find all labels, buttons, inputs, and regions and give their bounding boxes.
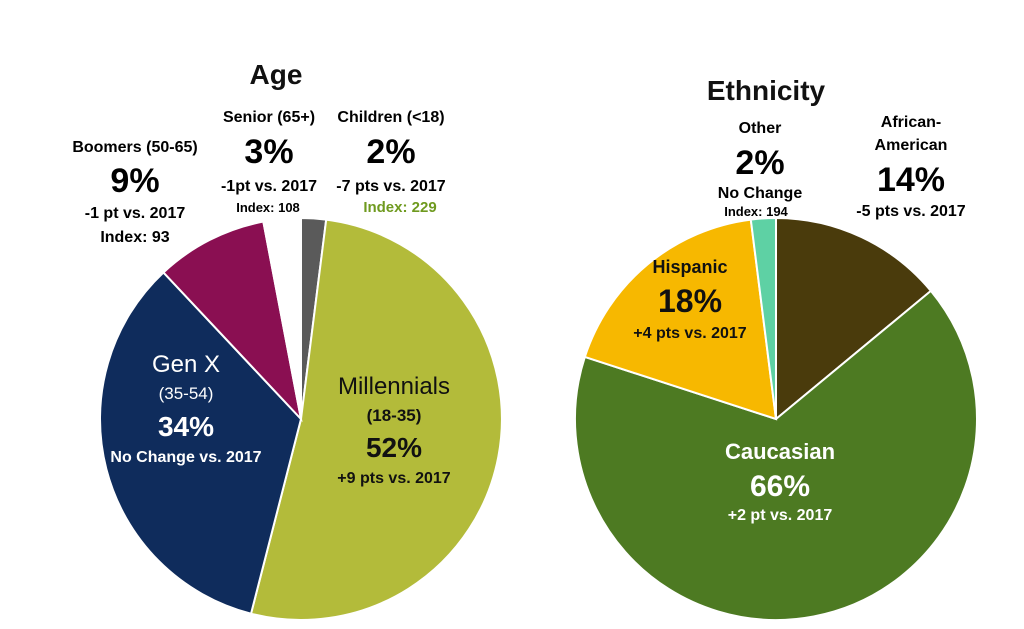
children-pct: 2% <box>366 133 415 171</box>
other-change: No Change <box>718 185 803 202</box>
ethnicity-slice-hispanic <box>583 218 778 421</box>
african-american-change: -5 pts vs. 2017 <box>856 203 966 220</box>
caucasian-change: +2 pt vs. 2017 <box>728 507 833 524</box>
age-slice-gen-x-35-54 <box>99 271 303 615</box>
african-american-pct: 14% <box>877 161 945 199</box>
age-chart-title: Age <box>250 59 303 90</box>
boomers-index: Index: 93 <box>100 229 169 246</box>
millennials-pct: 52% <box>366 432 422 463</box>
other-index: Index: 194 <box>724 204 788 219</box>
other-label: Other <box>739 120 782 137</box>
hispanic-pct: 18% <box>658 283 722 319</box>
age-slice-senior-65 <box>262 216 302 420</box>
children-label: Children (<18) <box>337 109 444 126</box>
genx-label: Gen X <box>152 351 220 378</box>
ethnicity-chart-title: Ethnicity <box>707 75 826 106</box>
hispanic-change: +4 pts vs. 2017 <box>633 325 747 342</box>
boomers-pct: 9% <box>110 162 159 200</box>
ethnicity-slice-caucasian <box>574 289 978 621</box>
ethnicity-pie <box>574 216 978 621</box>
boomers-label: Boomers (50-65) <box>72 139 197 156</box>
caucasian-pct: 66% <box>750 470 810 503</box>
children-change: -7 pts vs. 2017 <box>336 178 446 195</box>
age-pie <box>99 216 503 621</box>
senior-index: Index: 108 <box>236 200 300 215</box>
genx-change: No Change vs. 2017 <box>110 449 261 466</box>
african-american-label-line1: African- <box>881 114 941 131</box>
genx-pct: 34% <box>158 411 214 442</box>
age-slice-boomers-50-65 <box>161 220 303 423</box>
millennials-label: Millennials <box>338 373 450 400</box>
senior-pct: 3% <box>244 133 293 171</box>
boomers-change: -1 pt vs. 2017 <box>85 205 186 222</box>
millennials-sub: (18-35) <box>367 406 422 425</box>
age-slice-millennials-18-35 <box>249 218 503 621</box>
african-american-label-line2: American <box>875 137 948 154</box>
hispanic-label: Hispanic <box>652 257 727 277</box>
children-index: Index: 229 <box>363 199 436 216</box>
age-chart: Age Senior (65+) 3% -1pt vs. 2017 Index:… <box>72 59 503 621</box>
ethnicity-slice-african-american <box>775 216 933 422</box>
millennials-change: +9 pts vs. 2017 <box>337 470 451 487</box>
ethnicity-chart: Ethnicity Other 2% No Change Index: 194 … <box>574 75 978 621</box>
genx-sub: (35-54) <box>159 384 214 403</box>
caucasian-label: Caucasian <box>725 439 835 464</box>
senior-change: -1pt vs. 2017 <box>221 178 317 195</box>
ethnicity-slice-other <box>749 216 777 420</box>
senior-label: Senior (65+) <box>223 109 315 126</box>
other-pct: 2% <box>735 144 784 182</box>
